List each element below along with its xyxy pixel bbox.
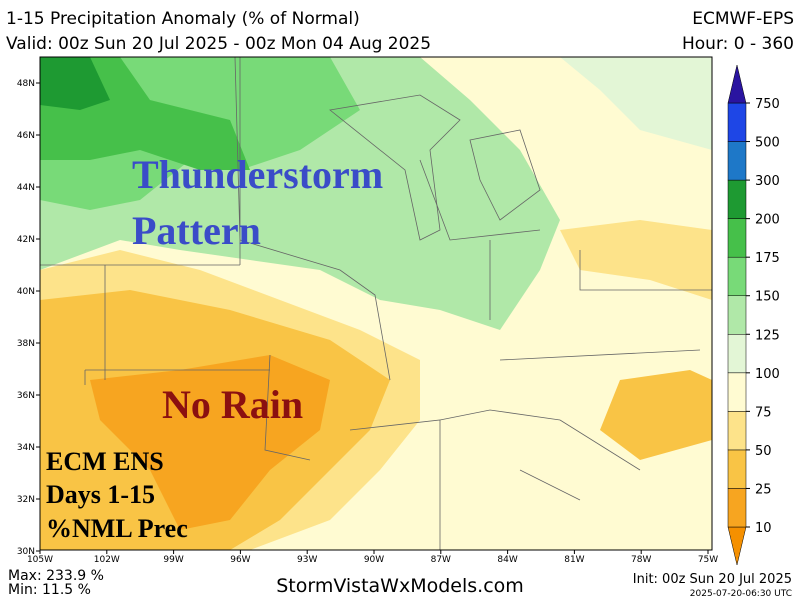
lon-label: 84W — [497, 555, 517, 565]
colorbar-label: 500 — [755, 136, 780, 151]
valid: Valid: 00z Sun 20 Jul 2025 - 00z Mon 04 … — [6, 34, 431, 54]
colorbar-label: 75 — [755, 405, 772, 420]
colorbar-box — [727, 334, 747, 374]
annotation-legend: Days 1-15 — [46, 480, 155, 509]
colorbar-label: 100 — [755, 367, 780, 382]
colorbar-box — [727, 372, 747, 412]
colorbar-box — [727, 295, 747, 335]
stamp: 2025-07-20-06:30 UTC — [690, 589, 792, 599]
annotation-storm: Thunderstorm — [132, 152, 383, 197]
init: Init: 00z Sun 20 Jul 2025 — [633, 572, 792, 587]
colorbar-arrow-high — [727, 64, 747, 104]
map-field — [39, 56, 713, 551]
lat-label: 32N — [17, 495, 35, 505]
colorbar-box — [727, 141, 747, 181]
colorbar-box — [727, 102, 747, 142]
annotation-storm: Pattern — [132, 208, 261, 253]
lat-label: 48N — [17, 79, 35, 89]
annotations: Thunderstorm Pattern No Rain ECM ENS Day… — [46, 152, 383, 543]
max: Max: 233.9 % — [8, 568, 104, 584]
lat-label: 34N — [17, 443, 35, 453]
map-frame — [39, 56, 713, 551]
min: Min: 11.5 % — [8, 582, 91, 598]
lon-label: 87W — [431, 555, 451, 565]
field-ne-yellow — [560, 220, 712, 300]
lon-label: 102W — [94, 555, 120, 565]
lon-label: 96W — [230, 555, 250, 565]
colorbar-box — [727, 256, 747, 296]
lat-label: 42N — [17, 235, 35, 245]
colorbar-box — [727, 218, 747, 258]
lat-label: 46N — [17, 131, 35, 141]
field-light-green — [40, 57, 712, 150]
colorbar-arrow-low — [727, 526, 747, 566]
lakes — [329, 94, 541, 241]
annotation-legend: %NML Prec — [46, 514, 188, 543]
title: 1-15 Precipitation Anomaly (% of Normal) — [6, 9, 360, 29]
colorbar-box — [727, 411, 747, 451]
colorbar-box — [727, 179, 747, 219]
lon-label: 81W — [564, 555, 584, 565]
lat-label: 40N — [17, 287, 35, 297]
annotation-legend: ECM ENS — [46, 447, 164, 476]
colorbar-label: 125 — [755, 328, 780, 343]
colorbar-label: 175 — [755, 251, 780, 266]
lat-label: 44N — [17, 183, 35, 193]
lon-label: 75W — [698, 555, 718, 565]
field-dark-green — [40, 57, 110, 110]
colorbar-label: 200 — [755, 213, 780, 228]
colorbar-label: 10 — [755, 521, 772, 536]
site: StormVistaWxModels.com — [276, 575, 524, 597]
lon-label: 90W — [364, 555, 384, 565]
model: ECMWF-EPS — [692, 9, 794, 29]
field-se-orange — [600, 370, 712, 460]
lat-label: 30N — [17, 547, 35, 557]
colorbar-label: 50 — [755, 444, 772, 459]
colorbar-label: 25 — [755, 482, 772, 497]
lat-label: 38N — [17, 339, 35, 349]
colorbar-label: 300 — [755, 174, 780, 189]
hours: Hour: 0 - 360 — [682, 34, 794, 54]
annotation-dry: No Rain — [162, 382, 303, 427]
lat-label: 36N — [17, 391, 35, 401]
field-dark-orange — [90, 355, 330, 530]
lon-label: 99W — [163, 555, 183, 565]
lon-label: 93W — [297, 555, 317, 565]
lon-label: 78W — [631, 555, 651, 565]
colorbar-box — [727, 449, 747, 489]
colorbar-box — [727, 488, 747, 528]
colorbar-label: 150 — [755, 290, 780, 305]
colorbar-label: 750 — [755, 97, 780, 112]
lon-label: 105W — [27, 555, 53, 565]
